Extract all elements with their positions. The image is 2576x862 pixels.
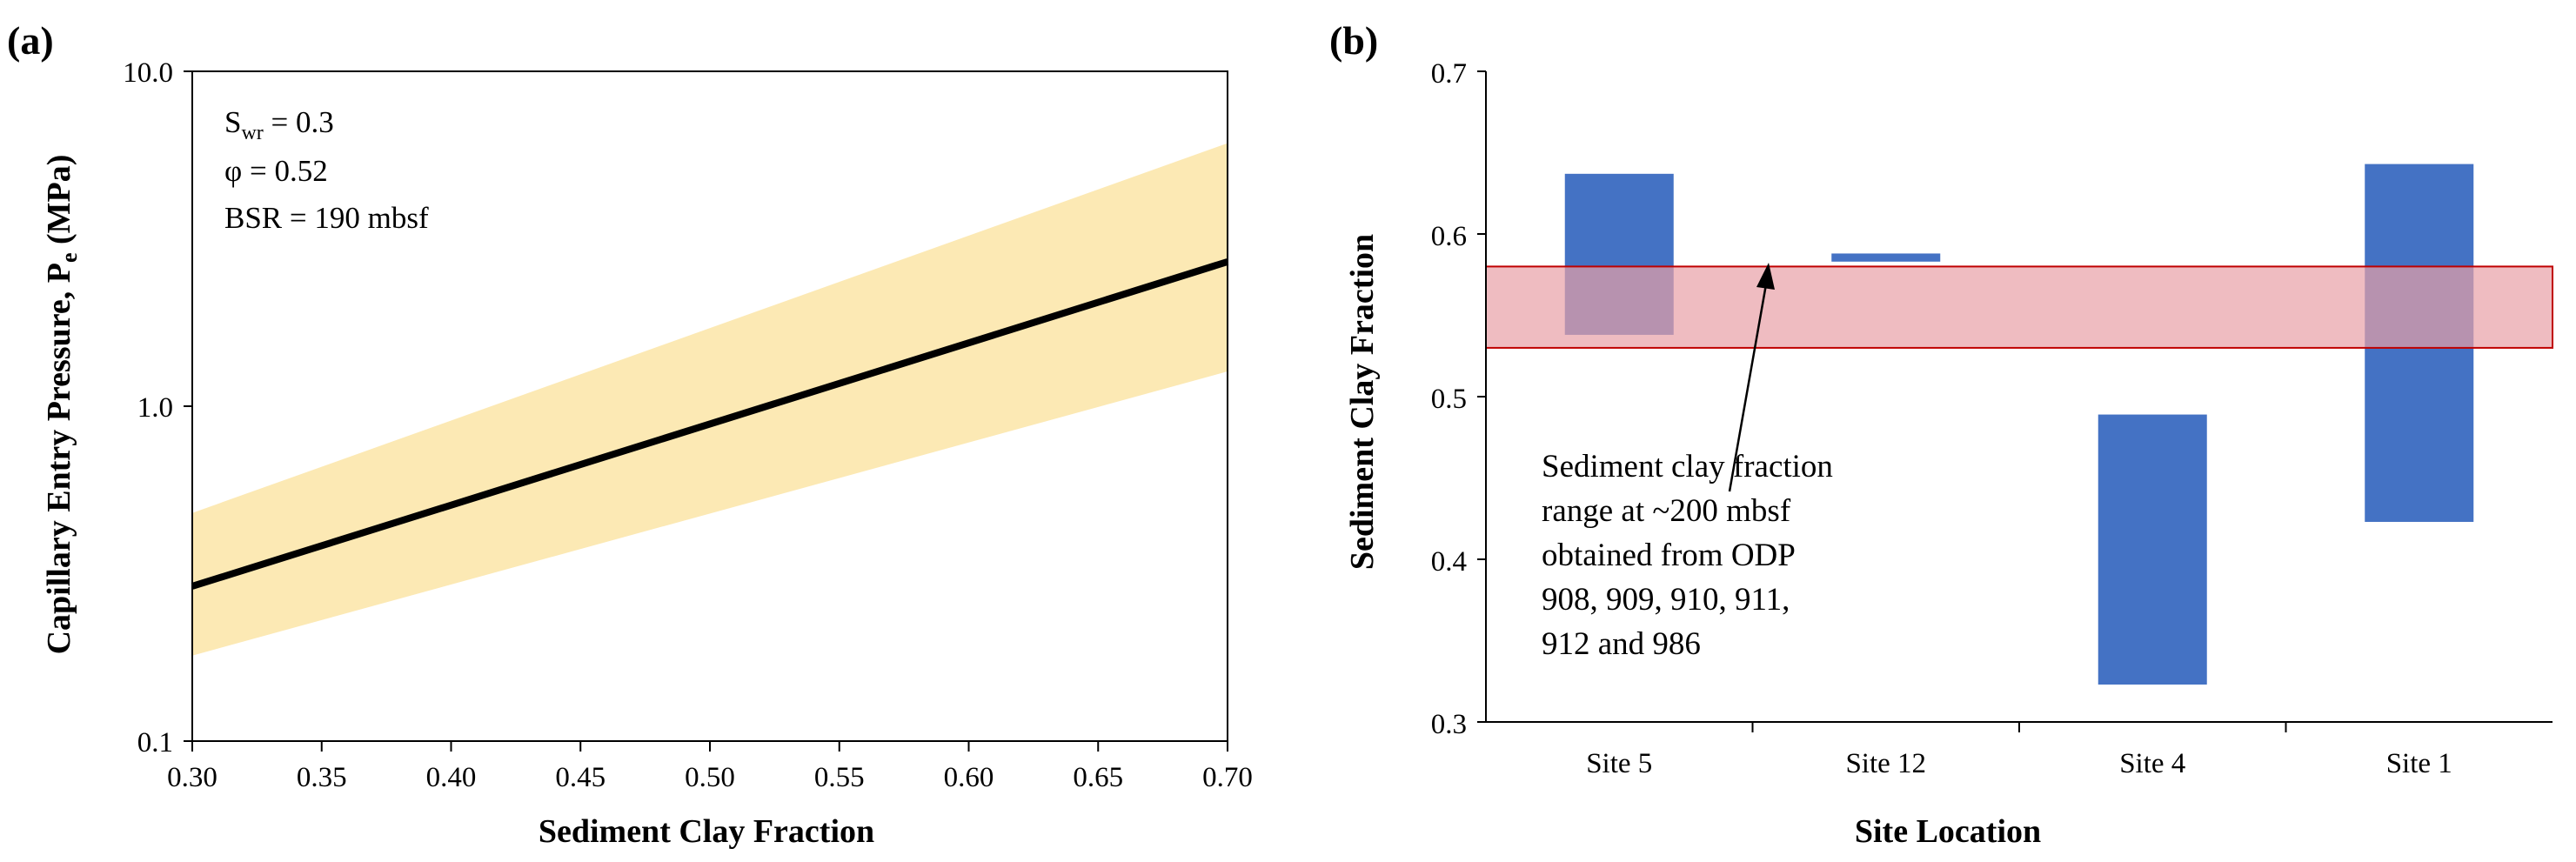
y-axis-title: Capillary Entry Pressure, Pe (MPa) bbox=[41, 155, 82, 655]
x-axis-title: Sediment Clay Fraction bbox=[539, 813, 874, 850]
x-tick-label: 0.60 bbox=[944, 762, 994, 793]
x-tick-label: Site 4 bbox=[2119, 748, 2185, 779]
panel-a-chart: (a) 0.30 0.35 0.40 0.45 0.50 0.55 0.60 0.65 0.70… bbox=[7, 18, 1253, 850]
swr-annotation: Swr = 0.3 bbox=[224, 105, 334, 144]
y-tick-label: 1.0 bbox=[137, 392, 173, 424]
annotation-text: Sediment clay fraction range at ~200 mbsf… bbox=[1542, 449, 1833, 662]
x-tick-label: Site 12 bbox=[1845, 748, 1926, 779]
annotation-line: 912 and 986 bbox=[1542, 626, 1701, 662]
y-tick-label: 0.7 bbox=[1431, 58, 1467, 90]
x-tick-label: 0.50 bbox=[685, 762, 735, 793]
annotation-arrow-head bbox=[1756, 263, 1775, 290]
y-axis-title: Sediment Clay Fraction bbox=[1344, 234, 1381, 570]
y-tick-label: 0.5 bbox=[1431, 384, 1467, 415]
bsr-annotation: BSR = 190 mbsf bbox=[224, 201, 429, 235]
x-tick-label: 0.55 bbox=[814, 762, 865, 793]
porosity-annotation: φ = 0.52 bbox=[224, 154, 328, 188]
y-axis-ticks: 0.3 0.4 0.5 0.6 0.7 bbox=[1431, 58, 1486, 740]
annotation-line: 908, 909, 910, 911, bbox=[1542, 582, 1790, 618]
series-line bbox=[191, 258, 1229, 590]
y-axis-ticks: 0.1 1.0 10.0 bbox=[123, 57, 192, 758]
x-tick-label: 0.30 bbox=[167, 762, 217, 793]
range-bar bbox=[2098, 414, 2207, 685]
panel-a-label: (a) bbox=[7, 18, 54, 63]
x-tick-label: Site 5 bbox=[1586, 748, 1652, 779]
odp-clay-range-band bbox=[1485, 265, 2553, 349]
x-tick-label: 0.35 bbox=[297, 762, 347, 793]
x-axis-ticks: 0.30 0.35 0.40 0.45 0.50 0.55 0.60 0.65 0.70 bbox=[167, 741, 1253, 793]
annotation-line: range at ~200 mbsf bbox=[1542, 493, 1791, 529]
x-tick-label: 0.40 bbox=[426, 762, 477, 793]
y-tick-label: 0.4 bbox=[1431, 546, 1467, 578]
y-tick-label: 0.1 bbox=[137, 727, 173, 758]
y-tick-label: 0.6 bbox=[1431, 221, 1467, 252]
y-tick-label: 0.3 bbox=[1431, 709, 1467, 740]
annotation-line: Sediment clay fraction bbox=[1542, 449, 1833, 484]
annotation-line: obtained from ODP bbox=[1542, 538, 1796, 573]
panel-b-label: (b) bbox=[1329, 18, 1378, 63]
x-tick-label: Site 1 bbox=[2386, 748, 2452, 779]
x-tick-label: 0.70 bbox=[1202, 762, 1253, 793]
x-axis-title: Site Location bbox=[1855, 813, 2041, 850]
y-tick-label: 10.0 bbox=[123, 57, 173, 89]
annotation-arrow-line bbox=[1728, 269, 1770, 492]
range-bar bbox=[1831, 253, 1941, 262]
uncertainty-band bbox=[192, 143, 1228, 656]
x-tick-label: 0.45 bbox=[555, 762, 606, 793]
x-tick-label: 0.65 bbox=[1073, 762, 1123, 793]
x-axis-ticks: Site 5 Site 12 Site 4 Site 1 bbox=[1586, 722, 2452, 779]
